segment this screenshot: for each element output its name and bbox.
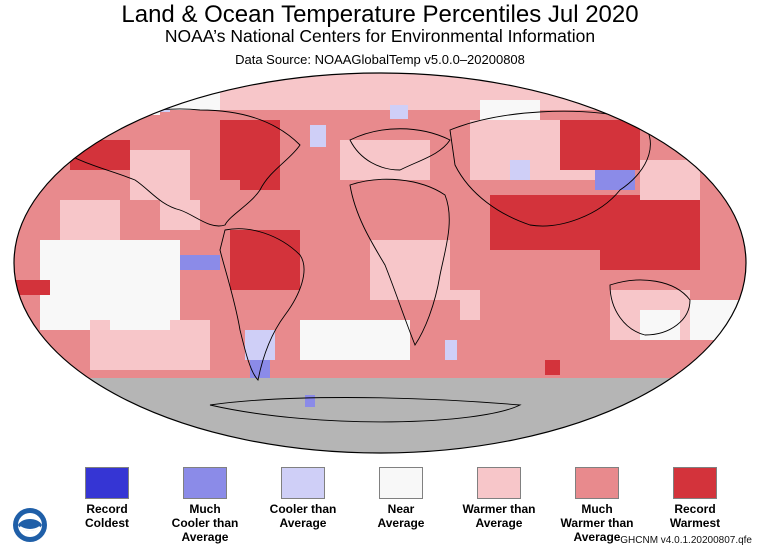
page-title: Land & Ocean Temperature Percentiles Jul… (121, 1, 639, 28)
argentina-cool (245, 330, 275, 360)
canada-warm (130, 150, 190, 200)
legend-label: Warmer than Average (462, 502, 536, 530)
indian-ocean-much-warm (480, 270, 600, 330)
legend-item: Record Coldest (52, 467, 162, 530)
south-pacific-near (110, 300, 170, 330)
pacific-warm-1 (60, 200, 120, 240)
legend-item: Record Warmest (640, 467, 750, 530)
arctic-near-2 (170, 92, 220, 110)
atlantic-cool (310, 125, 326, 147)
south-atlantic-cool (445, 340, 457, 360)
atlantic-record-1 (240, 160, 280, 190)
data-source: Data Source: NOAAGlobalTemp v5.0.0–20200… (235, 52, 525, 67)
version-label: GHCNM v4.0.1.20200807.qfe (620, 535, 752, 546)
legend-label: Record Coldest (84, 502, 129, 530)
legend-label: Record Warmest (669, 502, 721, 530)
map-cells (14, 73, 746, 453)
europe-warm (340, 140, 430, 180)
legend-label: Near Average (377, 502, 425, 530)
legend-item: Cooler than Average (248, 467, 358, 530)
south-africa-much-warm (420, 300, 460, 340)
legend-swatch (575, 467, 619, 499)
noaa-logo-icon (13, 508, 47, 542)
south-atlantic-near (300, 320, 410, 360)
arctic-cool-1 (150, 100, 170, 112)
legend-label: Much Warmer than Average (560, 502, 634, 544)
legend-label: Cooler than Average (269, 502, 337, 530)
amazon-record (230, 230, 300, 290)
coastlines (59, 108, 691, 423)
australia-near (640, 310, 680, 340)
arctic-near-1 (100, 95, 160, 115)
legend-swatch (379, 467, 423, 499)
legend-label: Much Cooler than Average (171, 502, 239, 544)
arctic-cool-2 (390, 105, 408, 119)
mongolia-much-cool (595, 170, 635, 190)
arctic-band (14, 73, 746, 110)
antarctica-no-data (14, 378, 746, 453)
legend-swatch (281, 467, 325, 499)
north-pacific-warm (640, 160, 700, 200)
page-subtitle: NOAA’s National Centers for Environmenta… (164, 26, 596, 46)
legend-item: Much Warmer than Average (542, 467, 652, 544)
central-africa-warm (370, 240, 450, 300)
tasman-near (690, 300, 740, 340)
legend-swatch (673, 467, 717, 499)
legend-swatch (183, 467, 227, 499)
legend-item: Much Cooler than Average (150, 467, 260, 544)
legend-item: Warmer than Average (444, 467, 554, 530)
globe-outline (13, 72, 747, 454)
west-pacific-record (600, 200, 700, 270)
siberia-record (560, 120, 640, 170)
antarctic-much-cool (305, 395, 315, 407)
brazil-much-warm (260, 290, 300, 330)
pacific-much-cool (180, 255, 220, 270)
legend-item: Near Average (346, 467, 456, 530)
legend-swatch (477, 467, 521, 499)
southern-ocean-record (545, 360, 560, 375)
sahara-much-warm (360, 180, 430, 240)
pacific-record-west (14, 280, 50, 295)
central-asia-cool (510, 160, 530, 180)
legend-swatch (85, 467, 129, 499)
